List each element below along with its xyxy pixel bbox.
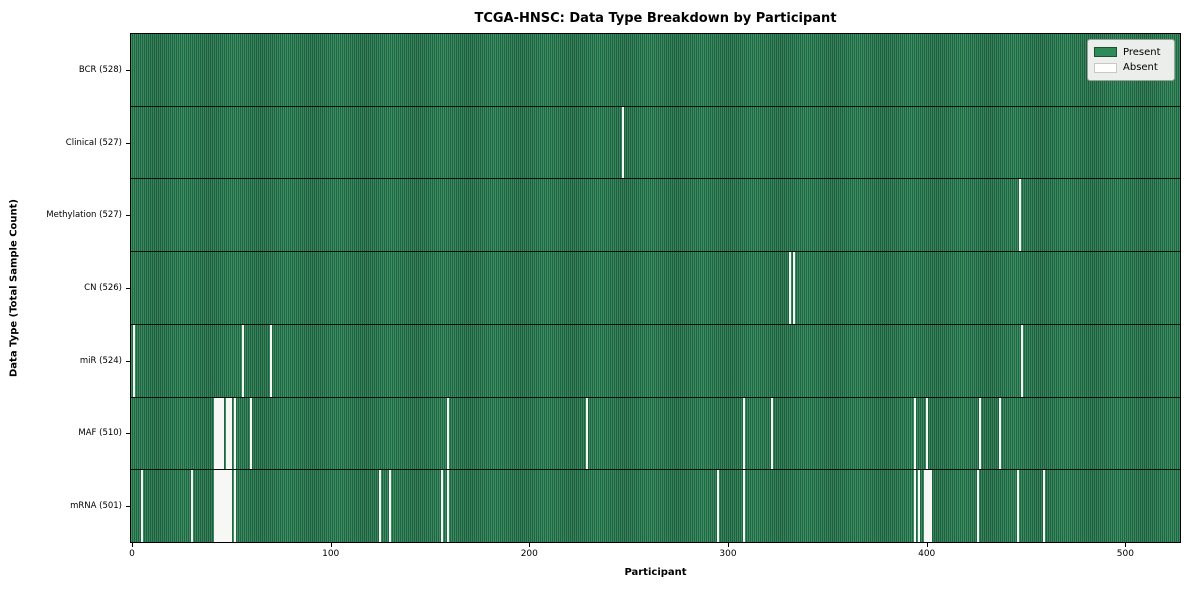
absent-bar <box>228 470 231 543</box>
absent-bar <box>977 470 980 543</box>
y-tick-mark <box>126 142 130 144</box>
absent-bar <box>621 106 624 179</box>
absent-bar <box>228 397 231 470</box>
y-tick-label: Methylation (527) <box>46 210 122 221</box>
absent-bar <box>226 397 229 470</box>
absent-bar <box>979 397 982 470</box>
x-tick-label: 200 <box>520 549 538 559</box>
absent-bar <box>440 470 443 543</box>
absent-bar <box>214 397 217 470</box>
absent-bar <box>220 397 223 470</box>
absent-bar <box>226 470 229 543</box>
absent-bar <box>925 397 928 470</box>
x-tick-mark <box>1125 543 1127 547</box>
absent-bar <box>1021 324 1024 397</box>
x-tick-label: 0 <box>129 549 135 559</box>
heatmap-row <box>131 323 1180 397</box>
absent-bar <box>214 470 217 543</box>
heatmap-rows <box>131 34 1180 543</box>
absent-bar <box>140 470 143 543</box>
absent-bar <box>1042 470 1045 543</box>
y-tick-mark <box>126 433 130 435</box>
absent-bar <box>770 397 773 470</box>
x-tick-mark <box>926 543 928 547</box>
absent-bar <box>190 470 193 543</box>
absent-bar <box>999 397 1002 470</box>
absent-bar <box>230 397 233 470</box>
x-tick-mark <box>330 543 332 547</box>
x-tick-label: 400 <box>918 549 936 559</box>
absent-bar <box>379 470 382 543</box>
heatmap-row <box>131 251 1180 324</box>
absent-bar <box>242 324 245 397</box>
absent-bar <box>1017 470 1020 543</box>
absent-bar <box>218 397 221 470</box>
heatmap-row <box>131 34 1180 106</box>
x-tick-label: 100 <box>322 549 340 559</box>
legend-item: Absent <box>1094 62 1168 73</box>
absent-bar <box>224 470 227 543</box>
legend-swatch <box>1094 62 1117 73</box>
y-tick-mark <box>126 505 130 507</box>
y-tick-mark <box>126 360 130 362</box>
absent-bar <box>389 470 392 543</box>
y-tick-mark <box>126 70 130 72</box>
y-tick-label: MAF (510) <box>78 428 122 439</box>
absent-bar <box>925 470 928 543</box>
chart-title: TCGA-HNSC: Data Type Breakdown by Partic… <box>474 11 837 26</box>
absent-bar <box>788 252 791 324</box>
absent-bar <box>792 252 795 324</box>
heatmap-row <box>131 105 1180 179</box>
absent-bar <box>913 397 916 470</box>
absent-bar <box>1019 179 1022 252</box>
absent-bar <box>132 324 135 397</box>
y-tick-mark <box>126 215 130 217</box>
absent-bar <box>446 470 449 543</box>
absent-bar <box>230 470 233 543</box>
heatmap-row <box>131 469 1180 543</box>
x-tick-label: 500 <box>1116 549 1134 559</box>
absent-bar <box>216 470 219 543</box>
absent-bar <box>913 470 916 543</box>
legend: Present Absent <box>1087 39 1175 81</box>
absent-bar <box>742 470 745 543</box>
y-tick-label: miR (524) <box>79 355 122 366</box>
y-tick-mark <box>126 288 130 289</box>
absent-bar <box>446 397 449 470</box>
plot-area <box>130 33 1181 543</box>
y-tick-label: CN (526) <box>84 283 122 293</box>
absent-bar <box>216 397 219 470</box>
x-tick-mark <box>728 543 729 547</box>
x-tick-mark <box>132 543 133 547</box>
absent-bar <box>222 470 225 543</box>
legend-swatch <box>1094 47 1117 58</box>
absent-bar <box>742 397 745 470</box>
legend-item: Present <box>1094 47 1168 58</box>
absent-bar <box>923 470 926 543</box>
legend-label: Present <box>1123 46 1161 58</box>
y-tick-label: Clinical (527) <box>65 137 122 148</box>
y-tick-label: BCR (528) <box>78 65 122 76</box>
absent-bar <box>717 470 720 543</box>
y-tick-label: mRNA (501) <box>70 500 122 511</box>
absent-bar <box>234 397 237 470</box>
absent-bar <box>220 470 223 543</box>
absent-bar <box>917 470 920 543</box>
absent-bar <box>585 397 588 470</box>
x-tick-mark <box>529 543 531 547</box>
x-tick-label: 300 <box>719 549 737 559</box>
absent-bar <box>929 470 932 543</box>
absent-bar <box>234 470 237 543</box>
absent-bar <box>250 397 253 470</box>
x-axis-label: Participant <box>624 567 687 578</box>
absent-bar <box>218 470 221 543</box>
absent-bar <box>270 324 273 397</box>
heatmap-row <box>131 396 1180 470</box>
legend-items: Present Absent <box>1094 42 1168 78</box>
absent-bar <box>222 397 225 470</box>
absent-bar <box>927 470 930 543</box>
heatmap-row <box>131 178 1180 252</box>
legend-label: Absent <box>1123 62 1158 74</box>
